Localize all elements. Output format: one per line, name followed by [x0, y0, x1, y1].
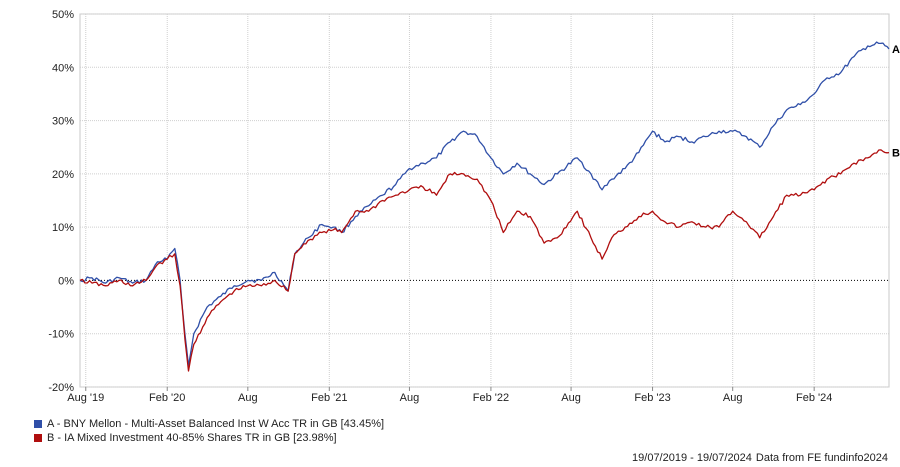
x-tick-label: Feb '22	[473, 392, 509, 404]
grid-lines	[79, 13, 890, 391]
series-line-b	[79, 149, 890, 372]
y-tick-label: -20%	[48, 382, 74, 394]
y-tick-label: 30%	[52, 116, 74, 128]
series-end-label-a: A	[892, 44, 900, 56]
x-tick-label: Feb '23	[634, 392, 670, 404]
y-tick-label: -10%	[48, 329, 74, 341]
x-tick-label: Aug	[238, 392, 258, 404]
x-tick-label: Feb '20	[149, 392, 185, 404]
x-tick-label: Feb '21	[311, 392, 347, 404]
series-end-label-b: B	[892, 148, 900, 160]
series-lines: AB	[79, 41, 900, 372]
series-line-a	[79, 41, 890, 367]
legend-label-a: A - BNY Mellon - Multi-Asset Balanced In…	[47, 418, 385, 430]
legend-item-a[interactable]: A - BNY Mellon - Multi-Asset Balanced In…	[34, 417, 384, 431]
footer-date-range: 19/07/2019 - 19/07/2024	[632, 452, 752, 464]
x-tick-label: Feb '24	[796, 392, 832, 404]
legend-swatch-b	[34, 434, 42, 442]
legend-label-b: B - IA Mixed Investment 40-85% Shares TR…	[47, 432, 337, 444]
x-tick-label: Aug	[561, 392, 581, 404]
footer-source: Data from FE fundinfo2024	[755, 452, 888, 464]
y-tick-label: 0%	[58, 275, 74, 287]
y-tick-label: 20%	[52, 169, 74, 181]
legend: A - BNY Mellon - Multi-Asset Balanced In…	[34, 417, 384, 445]
y-tick-label: 40%	[52, 62, 74, 74]
x-tick-label: Aug '19	[67, 392, 104, 404]
y-tick-label: 50%	[52, 9, 74, 21]
footer: 19/07/2019 - 19/07/2024 Data from FE fun…	[632, 452, 888, 464]
x-tick-label: Aug	[400, 392, 420, 404]
y-tick-label: 10%	[52, 222, 74, 234]
axis-tick-labels: 50% 40% 30% 20% 10% 0% -10% -20%Aug '19 Feb '20 A…	[48, 9, 832, 404]
legend-swatch-a	[34, 420, 42, 428]
x-tick-label: Aug	[723, 392, 743, 404]
legend-item-b[interactable]: B - IA Mixed Investment 40-85% Shares TR…	[34, 431, 384, 445]
